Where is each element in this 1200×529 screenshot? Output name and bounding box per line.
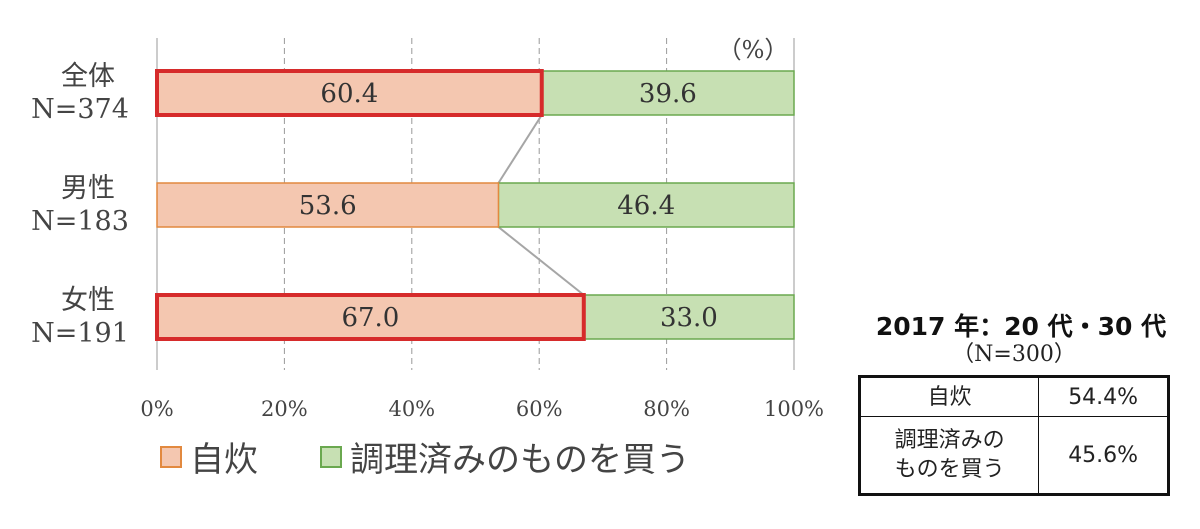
stacked-bar-chart: 0% 20% 40% 60% 80% 100% （%） 60.4 39.6 全体N=374 53.6…: [31, 36, 824, 421]
table-row: 自炊 54.4%: [858, 375, 1169, 418]
category-n-label: N=374: [31, 94, 129, 125]
x-tick-label: 60%: [516, 397, 563, 421]
bar-segment-buy: [583, 294, 795, 340]
category-label: 女性: [61, 285, 115, 316]
data-label-jisui: 60.4: [320, 79, 378, 109]
table-cell-label: 調理済みの ものを買う: [858, 416, 1040, 495]
category-label: 男性: [61, 173, 115, 204]
category-n-label: N=191: [31, 318, 129, 349]
legend-item-buy: 調理済みのものを買う: [320, 432, 690, 481]
x-tick-label: 80%: [643, 397, 690, 421]
side-table-header: 2017 年：20 代・30 代 （N=300）: [858, 312, 1170, 368]
series-connector-line: [497, 226, 585, 296]
data-label-jisui: 67.0: [341, 303, 399, 333]
x-tick-label: 0%: [140, 397, 173, 421]
legend-label-jisui: 自炊: [190, 440, 258, 480]
series-connector-line: [497, 114, 543, 184]
unit-label: （%）: [718, 36, 789, 64]
data-label-buy: 33.0: [660, 303, 718, 333]
x-tick-label: 100%: [764, 397, 824, 421]
data-label-jisui: 53.6: [299, 191, 357, 221]
data-label-buy: 46.4: [617, 191, 675, 221]
category-label: 全体: [61, 61, 115, 92]
side-table: 自炊 54.4% 調理済みの ものを買う 45.6%: [858, 375, 1170, 496]
category-n-label: N=183: [31, 206, 129, 237]
bar-highlight-outline: [155, 293, 586, 341]
side-table-subtitle: （N=300）: [952, 342, 1076, 367]
legend-swatch-jisui: [160, 445, 182, 468]
table-cell-label: 自炊: [858, 375, 1040, 418]
x-tick-label: 20%: [261, 397, 308, 421]
table-cell-value: 54.4%: [1038, 375, 1169, 418]
table-label-line: 調理済みの: [894, 428, 1005, 454]
bar-segment-jisui: [156, 182, 500, 228]
table-cell-value: 45.6%: [1038, 416, 1169, 495]
legend-item-jisui: 自炊: [160, 432, 258, 481]
legend-label-buy: 調理済みのものを買う: [350, 440, 690, 480]
table-label-line: ものを買う: [894, 457, 1005, 483]
x-tick-label: 40%: [388, 397, 435, 421]
bar-segment-buy: [540, 70, 795, 116]
table-label-line: 自炊: [927, 384, 972, 410]
bar-highlight-outline: [155, 69, 544, 117]
chart-legend: 自炊 調理済みのものを買う: [160, 432, 752, 481]
table-row: 調理済みの ものを買う 45.6%: [858, 416, 1169, 495]
side-table-title: 2017 年：20 代・30 代: [875, 312, 1167, 341]
legend-swatch-buy: [320, 445, 342, 468]
data-label-buy: 39.6: [639, 79, 697, 109]
